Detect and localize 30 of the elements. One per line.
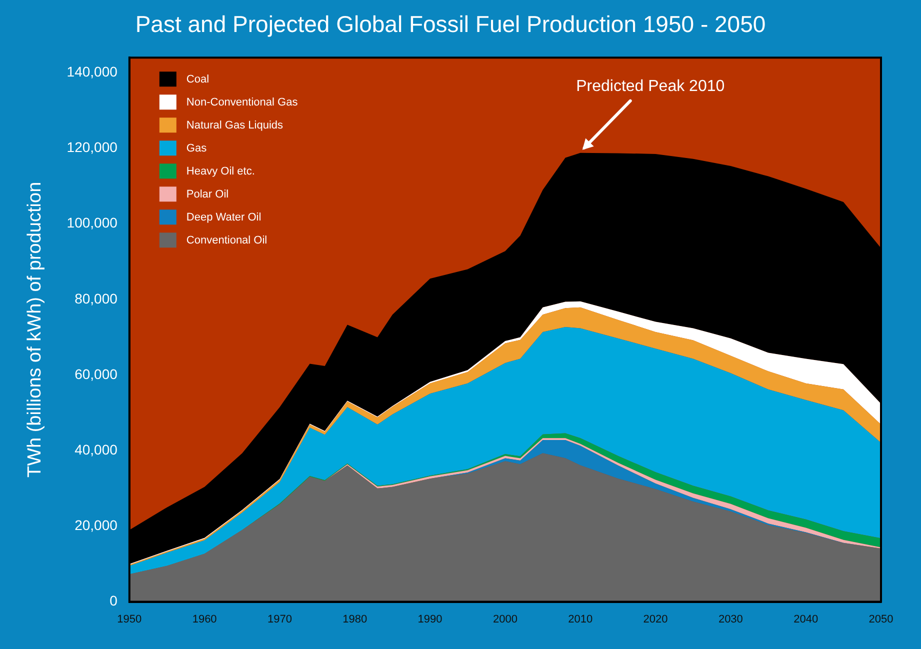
x-tick-label: 1990 (418, 613, 442, 626)
x-tick-label: 2050 (868, 613, 894, 626)
y-tick-label: 80,000 (74, 290, 118, 306)
x-tick-label: 1980 (342, 613, 368, 626)
legend-label: Conventional Oil (186, 234, 268, 247)
legend-label: Heavy Oil etc. (186, 166, 255, 178)
legend-label: Coal (186, 74, 210, 86)
y-tick-label: 0 (110, 592, 118, 609)
x-tick-label: 2010 (568, 613, 593, 626)
legend-label: Non-Conventional Gas (186, 96, 298, 109)
y-axis-title: TWh (billions of kWh) of production (24, 182, 46, 478)
y-tick-label: 100,000 (66, 214, 118, 231)
x-tick-label: 2030 (718, 613, 743, 626)
y-tick-label: 120,000 (66, 139, 118, 156)
y-tick-label: 40,000 (74, 441, 118, 458)
legend-label: Natural Gas Liquids (186, 120, 284, 132)
x-tick-label: 1970 (267, 613, 292, 626)
x-tick-label: 2040 (794, 613, 818, 626)
x-tick-label: 1950 (117, 613, 142, 626)
y-tick-label: 20,000 (74, 517, 118, 534)
y-tick-label: 140,000 (66, 64, 118, 80)
legend-label: Gas (186, 142, 208, 155)
x-tick-label: 1960 (192, 613, 217, 626)
x-tick-label: 2020 (643, 613, 668, 626)
y-tick-label: 60,000 (74, 366, 118, 382)
legend-label: Deep Water Oil (186, 212, 262, 224)
x-tick-label: 2000 (492, 613, 518, 626)
chart-title: Past and Projected Global Fossil Fuel Production 1950 - 2050 (135, 11, 766, 38)
legend-label: Polar Oil (186, 188, 229, 201)
annotation: Predicted Peak 2010 (576, 78, 725, 96)
